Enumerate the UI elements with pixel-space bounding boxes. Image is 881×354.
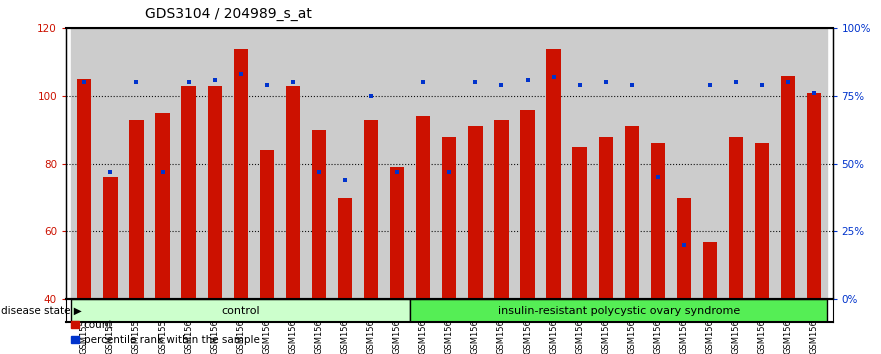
Bar [285, 86, 300, 299]
Bar [332, 28, 358, 299]
Bar [358, 28, 384, 299]
Text: control: control [221, 306, 260, 316]
Bar [625, 126, 639, 299]
Bar [175, 28, 202, 299]
Bar [521, 109, 535, 299]
Bar [390, 167, 404, 299]
Bar [411, 28, 436, 299]
Bar [677, 198, 691, 299]
Bar [801, 28, 827, 299]
Bar [436, 28, 463, 299]
Bar [260, 150, 274, 299]
Bar [98, 28, 123, 299]
Bar [364, 120, 378, 299]
Bar [541, 28, 566, 299]
Bar [488, 28, 515, 299]
Bar [573, 147, 587, 299]
Bar [208, 86, 222, 299]
Bar [729, 137, 744, 299]
Bar [468, 126, 483, 299]
Bar [593, 28, 618, 299]
Bar [306, 28, 332, 299]
Bar [781, 76, 796, 299]
Bar [280, 28, 306, 299]
Legend: count, percentile rank within the sample: count, percentile rank within the sample [71, 320, 260, 345]
Bar [645, 28, 671, 299]
Bar [515, 28, 541, 299]
Bar [463, 28, 488, 299]
Bar [227, 28, 254, 299]
Bar [755, 143, 769, 299]
Bar [71, 28, 98, 299]
Bar [651, 143, 665, 299]
Text: disease state ▶: disease state ▶ [1, 306, 82, 316]
Bar [416, 116, 431, 299]
Bar [697, 28, 723, 299]
Bar [494, 120, 508, 299]
Bar [723, 28, 749, 299]
Bar [598, 137, 613, 299]
Bar [312, 130, 326, 299]
Bar [254, 28, 280, 299]
Bar [181, 86, 196, 299]
Bar [202, 28, 227, 299]
Bar [618, 28, 645, 299]
Bar [566, 28, 593, 299]
Bar [442, 137, 456, 299]
Bar [233, 48, 248, 299]
Text: GDS3104 / 204989_s_at: GDS3104 / 204989_s_at [145, 7, 312, 21]
Bar [384, 28, 411, 299]
Bar [130, 120, 144, 299]
Bar [807, 93, 821, 299]
Text: insulin-resistant polycystic ovary syndrome: insulin-resistant polycystic ovary syndr… [498, 306, 740, 316]
Bar [123, 28, 150, 299]
Bar [150, 28, 175, 299]
Bar [775, 28, 801, 299]
Bar [78, 79, 92, 299]
Bar [411, 299, 827, 322]
Bar [155, 113, 170, 299]
Bar [546, 48, 561, 299]
Bar [671, 28, 697, 299]
Bar [749, 28, 775, 299]
Bar [103, 177, 117, 299]
Bar [71, 299, 411, 322]
Bar [703, 241, 717, 299]
Bar [337, 198, 352, 299]
